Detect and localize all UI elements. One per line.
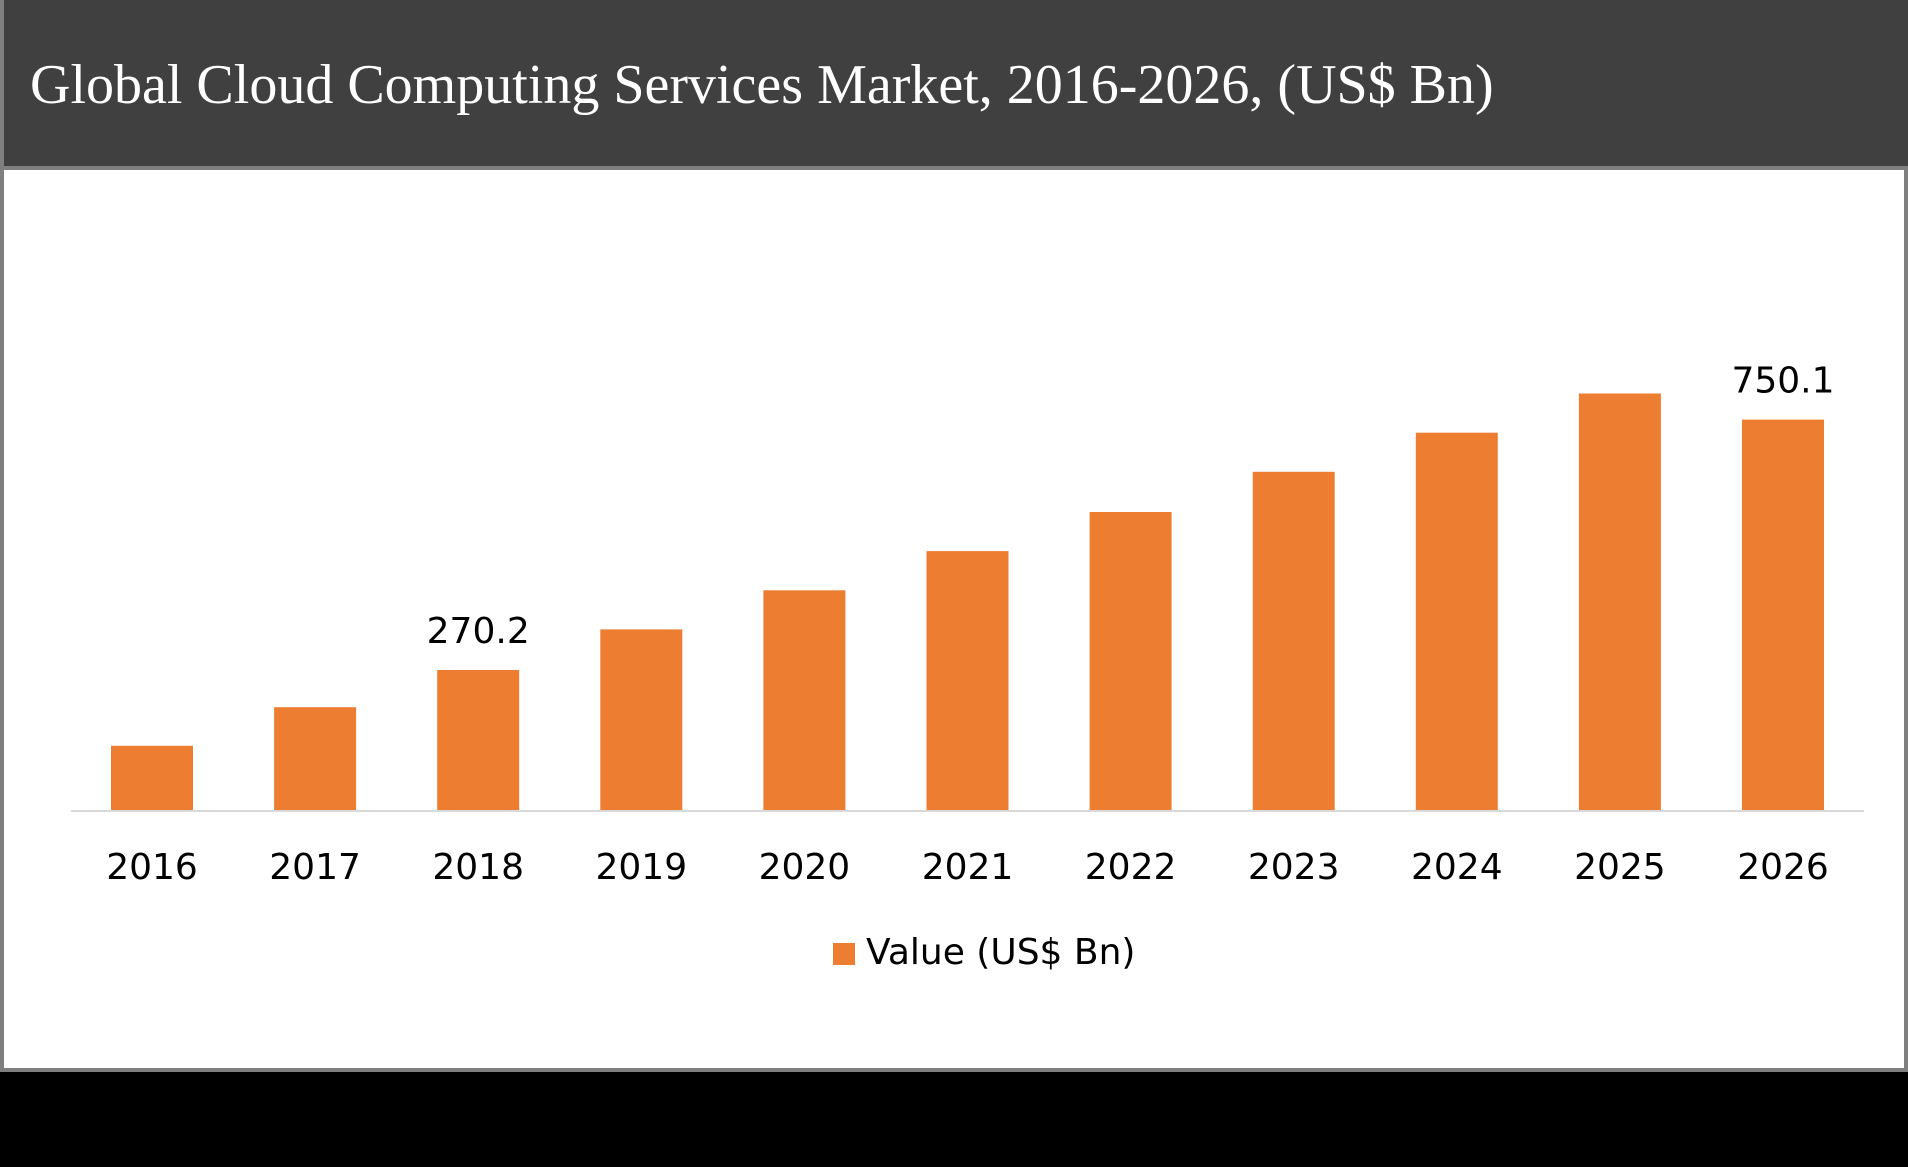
data-labels: 270.2 750.1 <box>427 361 1835 652</box>
legend-swatch <box>833 943 855 965</box>
bar-2021 <box>926 551 1009 811</box>
x-tick-label-2017: 2017 <box>269 847 361 888</box>
x-tick-label-2016: 2016 <box>106 847 198 888</box>
chart-title: Global Cloud Computing Services Market, … <box>30 54 1494 116</box>
bottom-strip <box>0 1072 1908 1167</box>
data-label-2026: 750.1 <box>1731 361 1834 402</box>
bar-2022 <box>1089 512 1172 811</box>
bar-2024 <box>1415 432 1498 811</box>
bar-2023 <box>1252 471 1335 811</box>
x-tick-label-2026: 2026 <box>1737 847 1829 888</box>
bar-chart: 2016 2017 2018 2019 2020 2021 2022 2023 2024 2025… <box>71 361 1864 973</box>
data-label-2018: 270.2 <box>427 611 530 652</box>
x-tick-label-2023: 2023 <box>1248 847 1340 888</box>
x-tick-label-2020: 2020 <box>759 847 851 888</box>
x-tick-label-2022: 2022 <box>1085 847 1177 888</box>
bars <box>111 393 1824 811</box>
bar-2017 <box>274 707 357 811</box>
x-tick-label-2025: 2025 <box>1574 847 1666 888</box>
bar-2026 <box>1742 419 1824 811</box>
bar-2016 <box>111 745 193 811</box>
legend: Value (US$ Bn) <box>833 932 1135 973</box>
x-axis-tick-labels: 2016 2017 2018 2019 2020 2021 2022 2023 2024 2025… <box>106 847 1829 888</box>
bar-2019 <box>600 629 683 811</box>
legend-label: Value (US$ Bn) <box>866 932 1135 973</box>
bar-2018 <box>437 670 520 811</box>
title-bar: Global Cloud Computing Services Market, … <box>4 0 1908 170</box>
x-tick-label-2018: 2018 <box>432 847 524 888</box>
x-tick-label-2021: 2021 <box>922 847 1014 888</box>
bar-2025 <box>1578 393 1661 811</box>
x-tick-label-2024: 2024 <box>1411 847 1503 888</box>
bar-2020 <box>763 590 846 811</box>
x-tick-label-2019: 2019 <box>595 847 687 888</box>
